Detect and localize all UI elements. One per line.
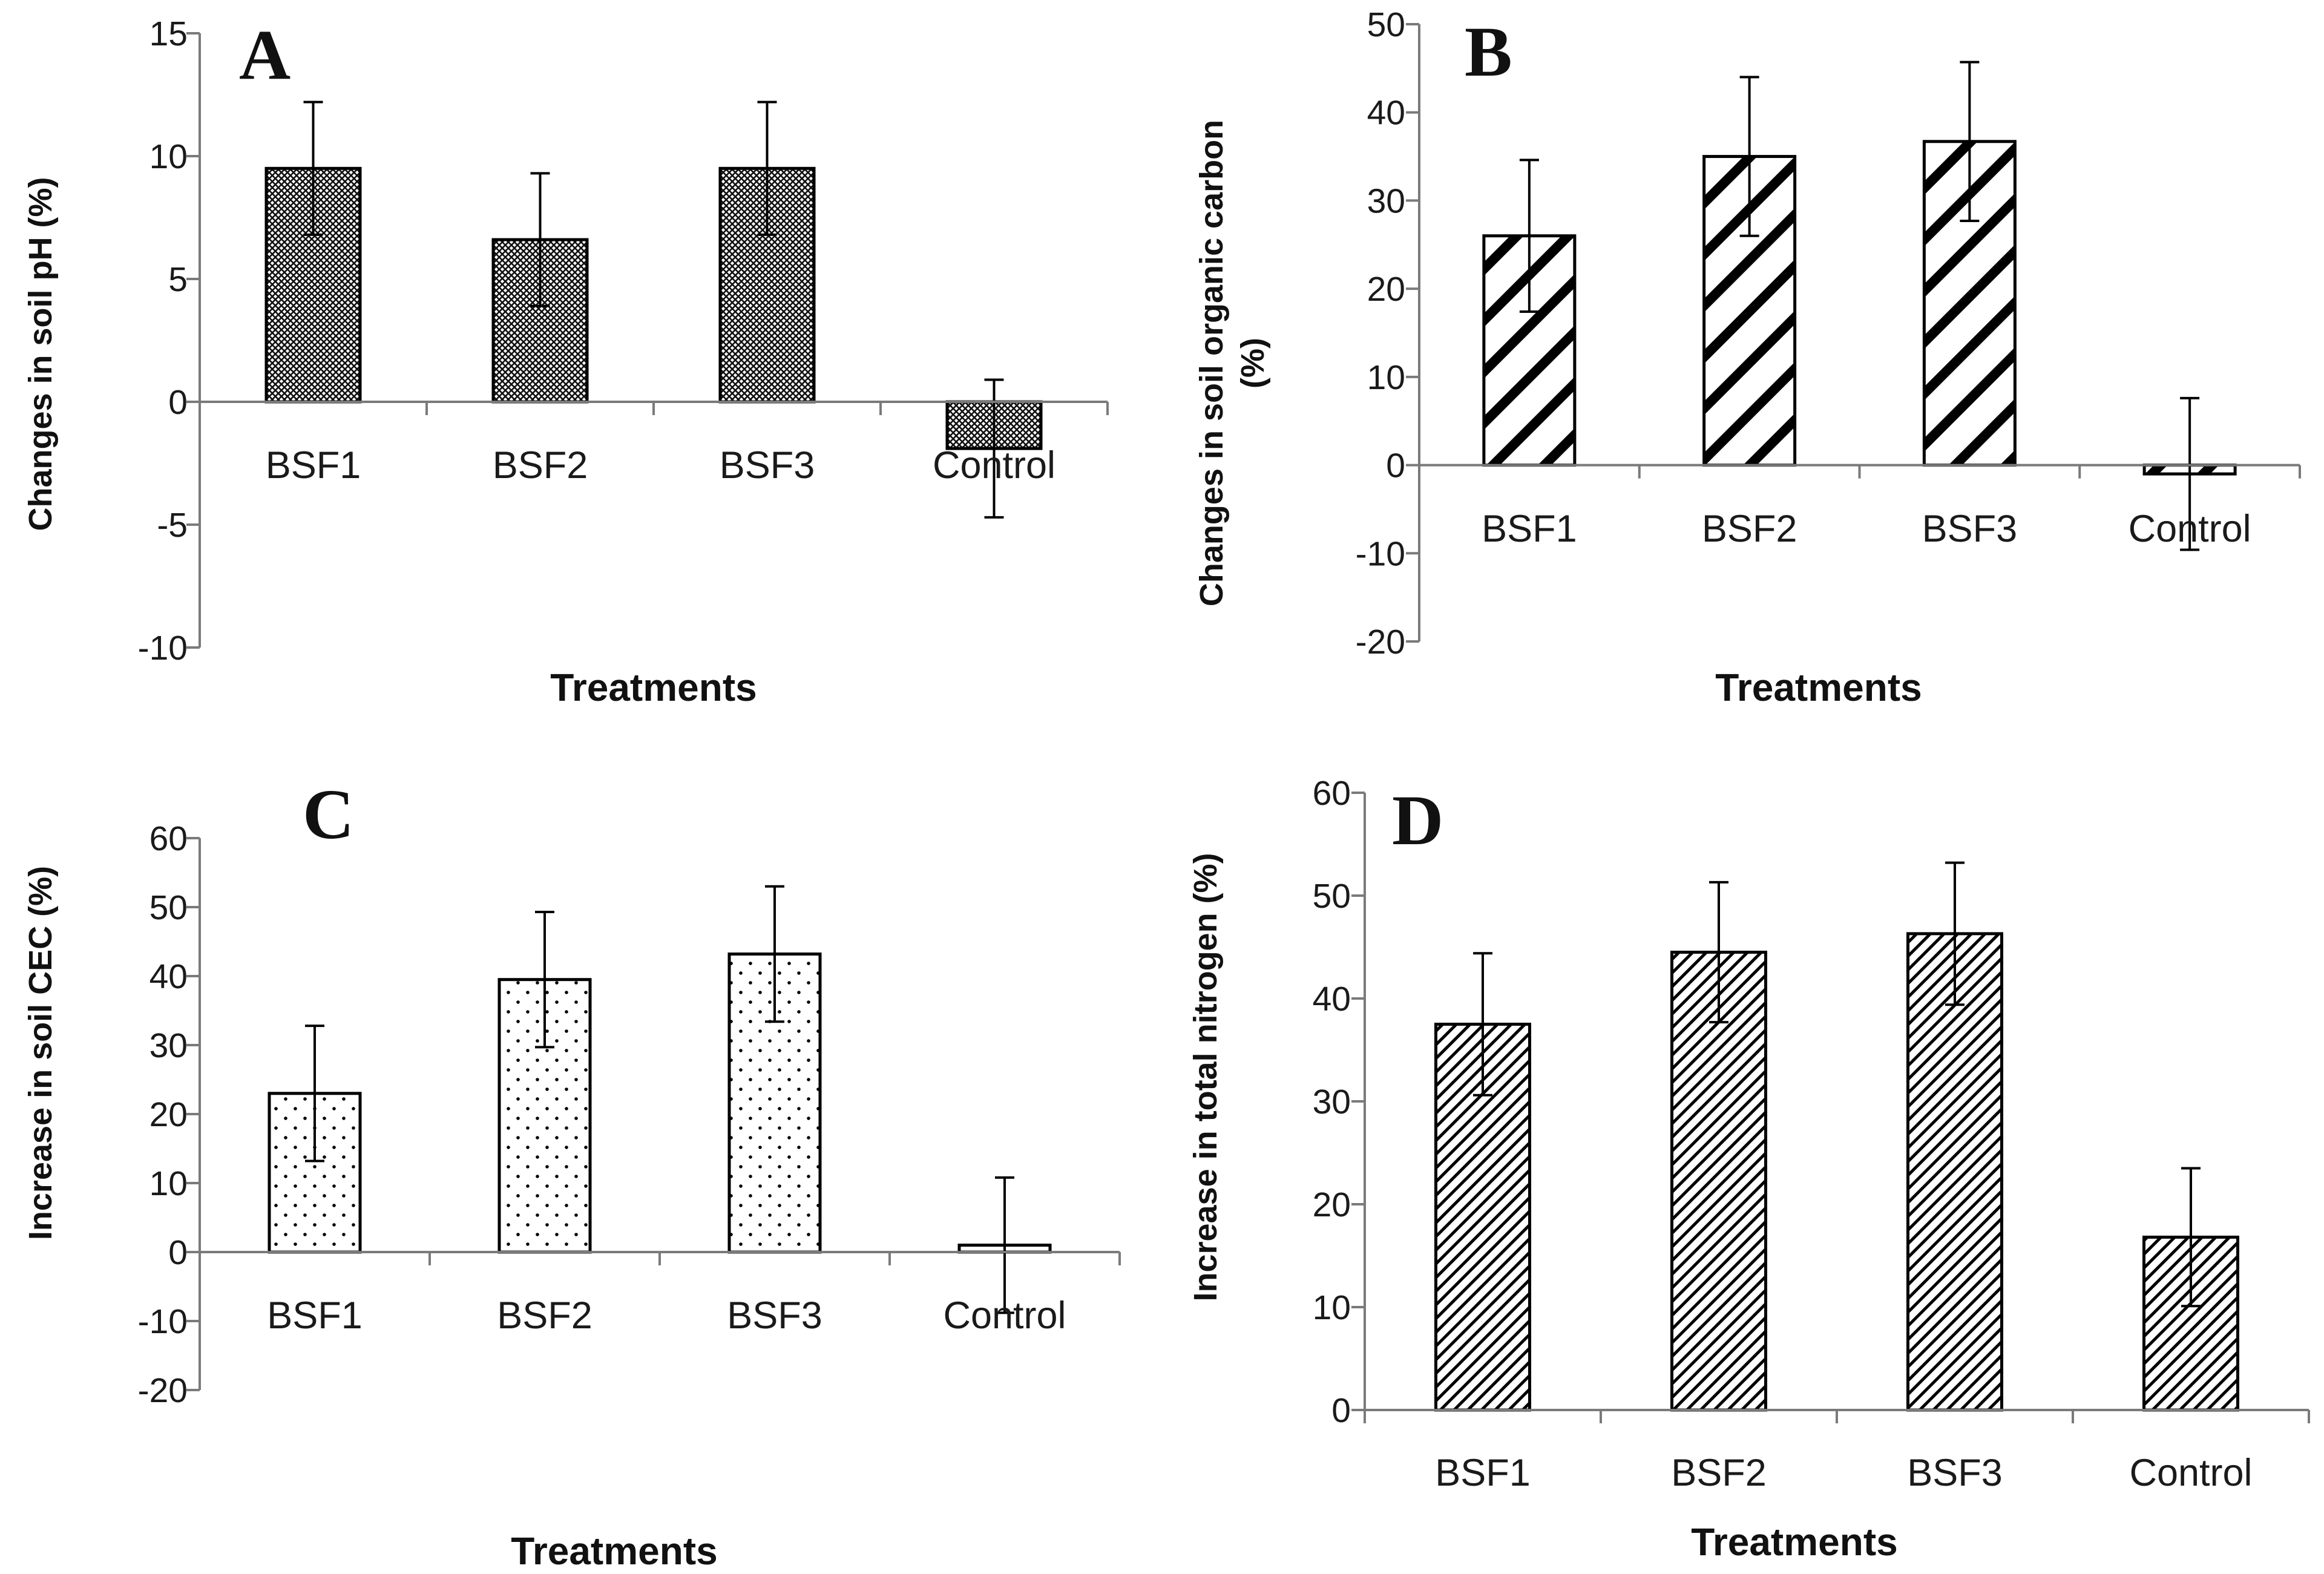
y-axis-title: Changes in soil organic carbon (%) [1193, 120, 1271, 606]
x-tick-label: BSF1 [1435, 1452, 1531, 1494]
error-bar-bsf2 [1709, 880, 1728, 1024]
y-tick-label: 50 [1367, 5, 1405, 44]
x-tick-label: Control [933, 444, 1055, 487]
x-tick-label: BSF3 [720, 444, 815, 487]
y-tick-label: 60 [1313, 774, 1351, 813]
x-axis-title: Treatments [1715, 666, 1922, 709]
x-axis [1364, 1409, 2310, 1423]
x-axis [199, 1251, 1121, 1265]
x-axis-title: Treatments [511, 1529, 717, 1573]
y-tick-label: 40 [1367, 94, 1405, 133]
panel-label: C [303, 775, 354, 854]
y-axis-title: Increase in soil CEC (%) [22, 866, 59, 1240]
bar-bsf3 [1906, 932, 2003, 1412]
y-tick-label: -10 [1356, 534, 1405, 573]
y-axis-title-line: Changes in soil organic carbon [1193, 120, 1230, 606]
error-bar-bsf1 [303, 100, 323, 236]
y-tick-label: 0 [1386, 447, 1405, 485]
x-tick-label: Control [2129, 1452, 2252, 1494]
y-tick-label: 20 [149, 1095, 188, 1134]
y-tick-label: 10 [149, 137, 188, 176]
y-tick-label: 0 [168, 1233, 188, 1272]
x-tick-label: BSF3 [1907, 1452, 2003, 1494]
panel-a: A -10 -5 0 5 10 15 BSF1 BSF2 BSF3 Control Treatm… [22, 15, 1109, 709]
error-bar-bsf3 [1960, 61, 1980, 222]
error-bar-bsf1 [305, 1025, 324, 1162]
y-tick-label: -5 [157, 506, 188, 545]
y-tick-label: 10 [1367, 358, 1405, 397]
error-bar-bsf3 [765, 885, 784, 1023]
x-tick-label: BSF2 [497, 1294, 592, 1337]
error-bar-control [2180, 396, 2200, 551]
x-tick-label: BSF3 [727, 1294, 822, 1337]
x-tick-label: BSF1 [266, 444, 361, 487]
y-tick-label: 0 [168, 383, 188, 422]
y-tick-label: -10 [138, 1302, 188, 1341]
y-tick-label: 30 [149, 1026, 188, 1065]
y-tick-label: 5 [168, 260, 188, 299]
y-axis-title: Changes in soil pH (%) [22, 177, 59, 531]
x-tick-label: BSF2 [1671, 1452, 1767, 1494]
y-tick-label: 10 [1313, 1288, 1351, 1327]
y-tick-label: -20 [138, 1371, 188, 1410]
panel-label: D [1392, 781, 1443, 860]
y-tick-label: 0 [1331, 1391, 1351, 1430]
x-tick-label: BSF1 [1482, 508, 1577, 550]
y-tick-label: 30 [1367, 182, 1405, 220]
y-tick-label: -10 [138, 629, 188, 667]
panel-c: C -20 -10 0 10 20 30 40 50 60 BSF1 BSF2 BSF3 Contro… [22, 775, 1121, 1573]
y-tick-label: 60 [149, 819, 188, 858]
y-tick-label: -20 [1356, 623, 1405, 661]
error-bar-bsf2 [535, 910, 554, 1049]
x-axis-title: Treatments [550, 666, 757, 709]
x-tick-label: BSF3 [1922, 508, 2018, 550]
x-tick-label: BSF2 [493, 444, 588, 487]
error-bar-bsf3 [757, 100, 777, 236]
panel-d: D 0 10 20 30 40 50 60 BSF1 BSF2 BSF3 Control Trea… [1187, 774, 2310, 1564]
x-tick-label: BSF2 [1702, 508, 1797, 550]
y-tick-label: 20 [1367, 270, 1405, 309]
y-axis-title-line: (%) [1235, 338, 1271, 389]
y-tick-label: 15 [149, 15, 188, 53]
y-tick-label: 50 [149, 888, 188, 927]
y-tick-label: 10 [149, 1164, 188, 1203]
error-bar-bsf2 [530, 172, 550, 307]
error-bar-control [995, 1176, 1014, 1314]
x-tick-label: Control [2129, 508, 2251, 550]
y-tick-label: 40 [1313, 980, 1351, 1018]
x-axis-title: Treatments [1691, 1520, 1897, 1564]
y-axis-title: Increase in total nitrogen (%) [1187, 853, 1224, 1301]
x-tick-label: BSF1 [267, 1294, 363, 1337]
error-bar-bsf2 [1739, 76, 1759, 237]
y-tick-label: 50 [1313, 877, 1351, 916]
y-tick-label: 40 [149, 957, 188, 996]
error-bar-bsf1 [1519, 159, 1539, 313]
panel-label: B [1465, 12, 1512, 91]
panel-label: A [239, 15, 290, 94]
y-tick-label: 30 [1313, 1083, 1351, 1121]
x-tick-label: Control [943, 1294, 1066, 1337]
error-bar-bsf1 [1473, 952, 1492, 1097]
error-bar-bsf3 [1945, 861, 1965, 1006]
error-bar-control [2181, 1167, 2201, 1308]
y-tick-label: 20 [1313, 1185, 1351, 1224]
